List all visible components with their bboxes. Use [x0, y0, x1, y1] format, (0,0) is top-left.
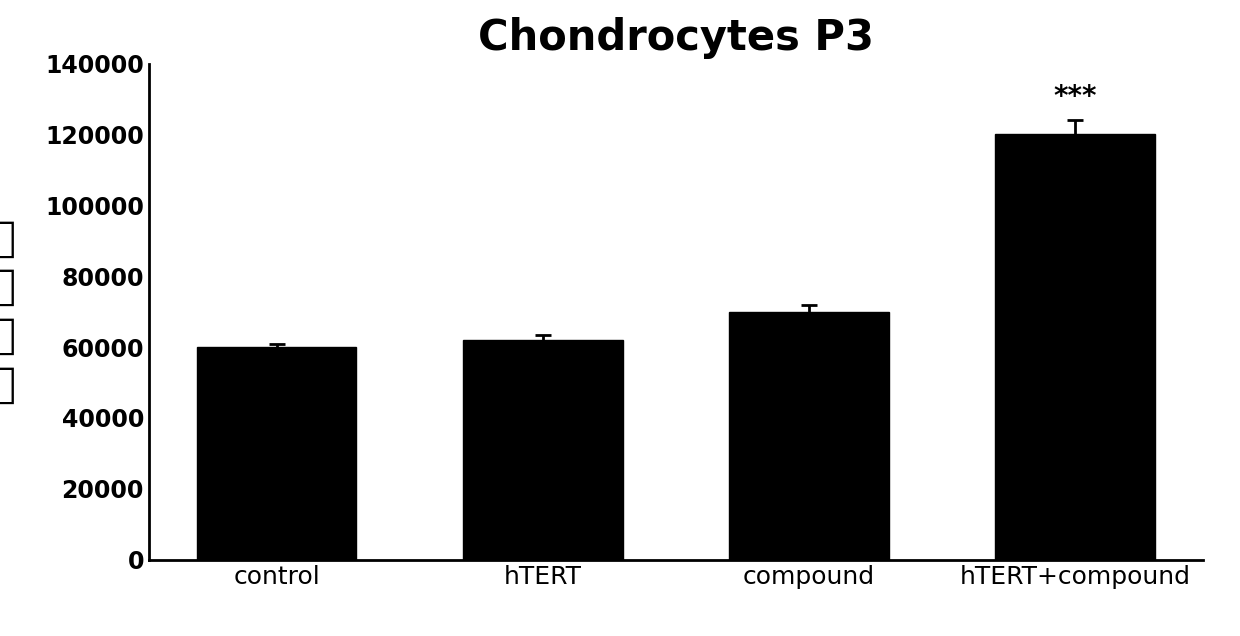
Bar — [463, 340, 622, 560]
Text: ***: *** — [1053, 83, 1097, 111]
Y-axis label: 细
胞
数
目: 细 胞 数 目 — [0, 218, 16, 406]
Bar — [197, 347, 356, 560]
Bar — [729, 312, 889, 560]
Title: Chondrocytes P3: Chondrocytes P3 — [477, 17, 874, 59]
Bar — [996, 134, 1154, 560]
